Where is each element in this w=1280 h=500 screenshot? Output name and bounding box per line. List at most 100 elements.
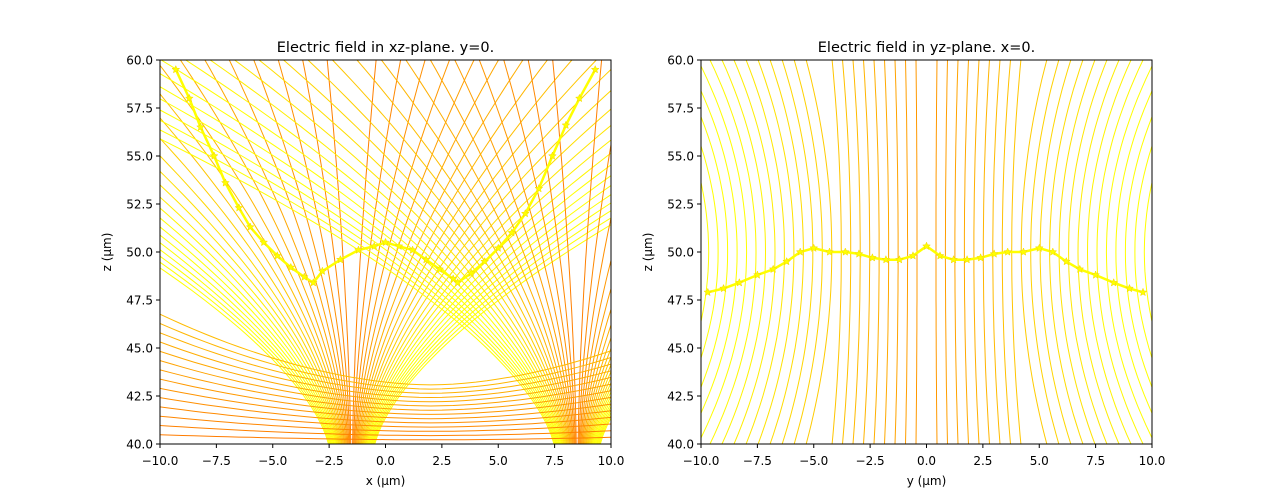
field-line — [160, 217, 336, 444]
curve-point — [171, 64, 181, 74]
field-line — [160, 226, 335, 444]
curve-point — [394, 241, 404, 251]
marked-curve — [703, 241, 1148, 297]
field-line — [1058, 60, 1096, 444]
curve-point — [703, 287, 713, 297]
field-line — [586, 355, 611, 444]
curve-point — [1034, 243, 1044, 252]
field-line — [234, 60, 565, 444]
x-axis-label: x (μm) — [366, 474, 406, 488]
y-tick-label: 60.0 — [126, 54, 153, 68]
x-tick-label: 5.0 — [1030, 454, 1049, 468]
curve-point — [245, 222, 255, 231]
field-line — [1105, 64, 1152, 440]
field-line — [963, 60, 969, 444]
curve-point — [335, 255, 345, 264]
curve-point — [840, 247, 850, 256]
field-line — [757, 60, 795, 444]
curve-point — [561, 120, 571, 130]
field-line — [367, 164, 611, 444]
curve-point — [448, 274, 458, 283]
curve-point — [574, 93, 584, 103]
field-lines — [160, 60, 611, 444]
field-line — [160, 207, 337, 444]
field-line — [160, 137, 342, 444]
field-line — [160, 249, 332, 444]
field-line — [1077, 60, 1120, 444]
field-line — [356, 60, 475, 444]
field-line — [160, 415, 611, 432]
x-tick-label: 2.5 — [432, 454, 451, 468]
field-line — [733, 60, 776, 444]
field-line — [307, 60, 568, 444]
y-tick-label: 52.5 — [126, 198, 153, 212]
y-tick-label: 42.5 — [667, 390, 694, 404]
x-tick-label: −5.0 — [258, 454, 287, 468]
y-tick-label: 57.5 — [126, 102, 153, 116]
x-axis-label: y (μm) — [907, 474, 947, 488]
field-line — [478, 60, 574, 444]
field-line — [578, 141, 611, 444]
field-line — [973, 60, 980, 444]
field-line — [368, 175, 611, 444]
y-tick-label: 45.0 — [667, 342, 694, 356]
chart-title: Electric field in yz-plane. x=0. — [818, 40, 1036, 56]
y-tick-label: 55.0 — [126, 150, 153, 164]
curve-point — [534, 183, 544, 193]
field-line — [1124, 115, 1152, 389]
curve-point — [272, 251, 282, 260]
curve-point — [1075, 264, 1085, 274]
field-line — [160, 261, 330, 444]
curve-point — [894, 255, 904, 264]
field-line — [160, 323, 611, 390]
field-line — [721, 60, 767, 444]
y-tick-label: 60.0 — [667, 54, 694, 68]
field-line — [781, 60, 814, 444]
field-line — [160, 98, 559, 444]
field-line — [1115, 89, 1152, 415]
field-line — [204, 60, 347, 444]
x-tick-label: 7.5 — [545, 454, 564, 468]
y-axis: 40.0 42.5 45.0 47.5 50.0 52.5 55.0 57.5 60.0 — [667, 54, 701, 452]
curve-point — [1061, 256, 1071, 266]
y-axis-label: z (μm) — [641, 233, 655, 272]
field-lines — [701, 60, 1152, 444]
field-line — [365, 139, 611, 444]
field-line — [160, 170, 340, 444]
field-line — [364, 124, 611, 444]
curve-point — [318, 266, 327, 275]
field-line — [584, 336, 611, 444]
x-tick-label: 10.0 — [1139, 454, 1166, 468]
curve-point — [493, 243, 503, 252]
field-line — [160, 255, 331, 444]
x-tick-label: −2.5 — [315, 454, 344, 468]
field-line — [160, 64, 345, 444]
curve-point — [421, 255, 431, 264]
marked-curve — [171, 64, 600, 287]
field-line — [258, 60, 566, 444]
curve-point — [453, 278, 463, 287]
x-tick-label: −10.0 — [683, 454, 720, 468]
field-line — [1039, 60, 1072, 444]
field-line — [160, 360, 611, 407]
curve-point — [854, 249, 864, 258]
field-line — [326, 60, 352, 444]
field-line — [228, 60, 348, 444]
field-line — [701, 115, 729, 389]
field-line — [160, 369, 611, 411]
field-line — [160, 397, 611, 424]
curve-point — [782, 256, 792, 266]
curve-point — [381, 237, 390, 247]
yz-plane-panel: Electric field in yz-plane. x=0. −10.0 −7… — [641, 40, 1166, 488]
y-axis-label: z (μm) — [100, 233, 114, 272]
x-tick-label: −10.0 — [142, 454, 179, 468]
curve-point — [908, 251, 918, 260]
y-tick-label: 42.5 — [126, 390, 153, 404]
curve-point — [1124, 283, 1134, 293]
curve-point — [234, 203, 244, 212]
field-line — [360, 60, 597, 444]
curve-point — [196, 122, 206, 131]
field-line — [701, 64, 748, 440]
field-line — [588, 370, 611, 444]
field-line — [580, 258, 611, 444]
